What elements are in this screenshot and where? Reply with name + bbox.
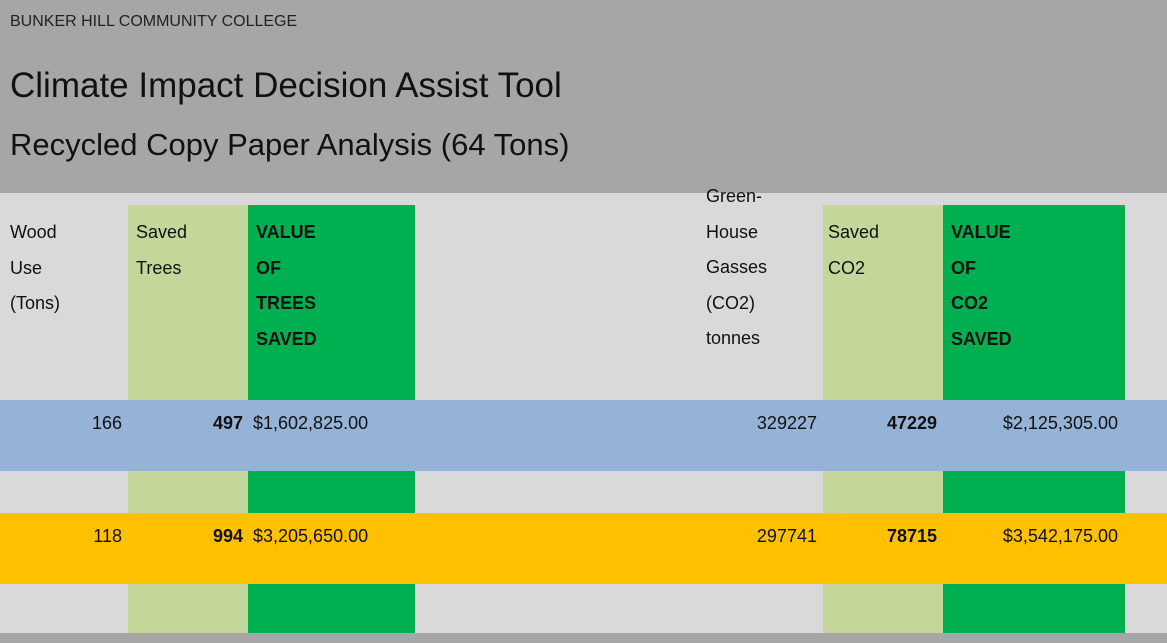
- cell: 329227: [756, 413, 817, 433]
- cell: 78715: [886, 526, 937, 546]
- column-header: TREES: [256, 293, 317, 313]
- title: Climate Impact Decision Assist Tool: [10, 66, 562, 105]
- org-name: BUNKER HILL COMMUNITY COLLEGE: [10, 13, 298, 30]
- column-header: CO2: [828, 257, 866, 278]
- cell: $3,542,175.00: [1002, 526, 1118, 546]
- column-header: (CO2): [706, 292, 755, 313]
- cell: 166: [91, 413, 122, 433]
- column-header: (Tons): [10, 293, 61, 313]
- column-header: Wood: [10, 222, 57, 242]
- column-header: Trees: [136, 257, 182, 278]
- header-band: [0, 0, 1167, 193]
- column-header: OF: [951, 257, 976, 278]
- cell: $2,125,305.00: [1002, 413, 1118, 433]
- column-header: Saved: [136, 222, 188, 242]
- cell: 47229: [886, 413, 937, 433]
- cell: 297741: [756, 526, 817, 546]
- column-header: VALUE: [256, 222, 316, 242]
- column-header: Gasses: [706, 257, 768, 277]
- column-header: SAVED: [951, 328, 1012, 349]
- column-header: House: [706, 221, 759, 242]
- column-header: CO2: [951, 293, 989, 313]
- cell: 118: [93, 526, 122, 546]
- row-band: [0, 400, 1167, 471]
- column-header: Saved: [828, 222, 880, 242]
- bottom-band: [0, 633, 1167, 643]
- column-header: Green-: [706, 186, 763, 206]
- cell: 497: [212, 413, 243, 433]
- column-header: tonnes: [706, 328, 761, 348]
- row-band: [0, 513, 1167, 584]
- cell: $3,205,650.00: [253, 526, 369, 546]
- column-header: SAVED: [256, 328, 317, 349]
- column-header: OF: [256, 257, 281, 278]
- column-header: Use: [10, 257, 43, 278]
- cell: $1,602,825.00: [253, 413, 369, 433]
- subtitle: Recycled Copy Paper Analysis (64 Tons): [10, 127, 570, 162]
- column-header: VALUE: [951, 222, 1011, 242]
- cell: 994: [212, 526, 243, 546]
